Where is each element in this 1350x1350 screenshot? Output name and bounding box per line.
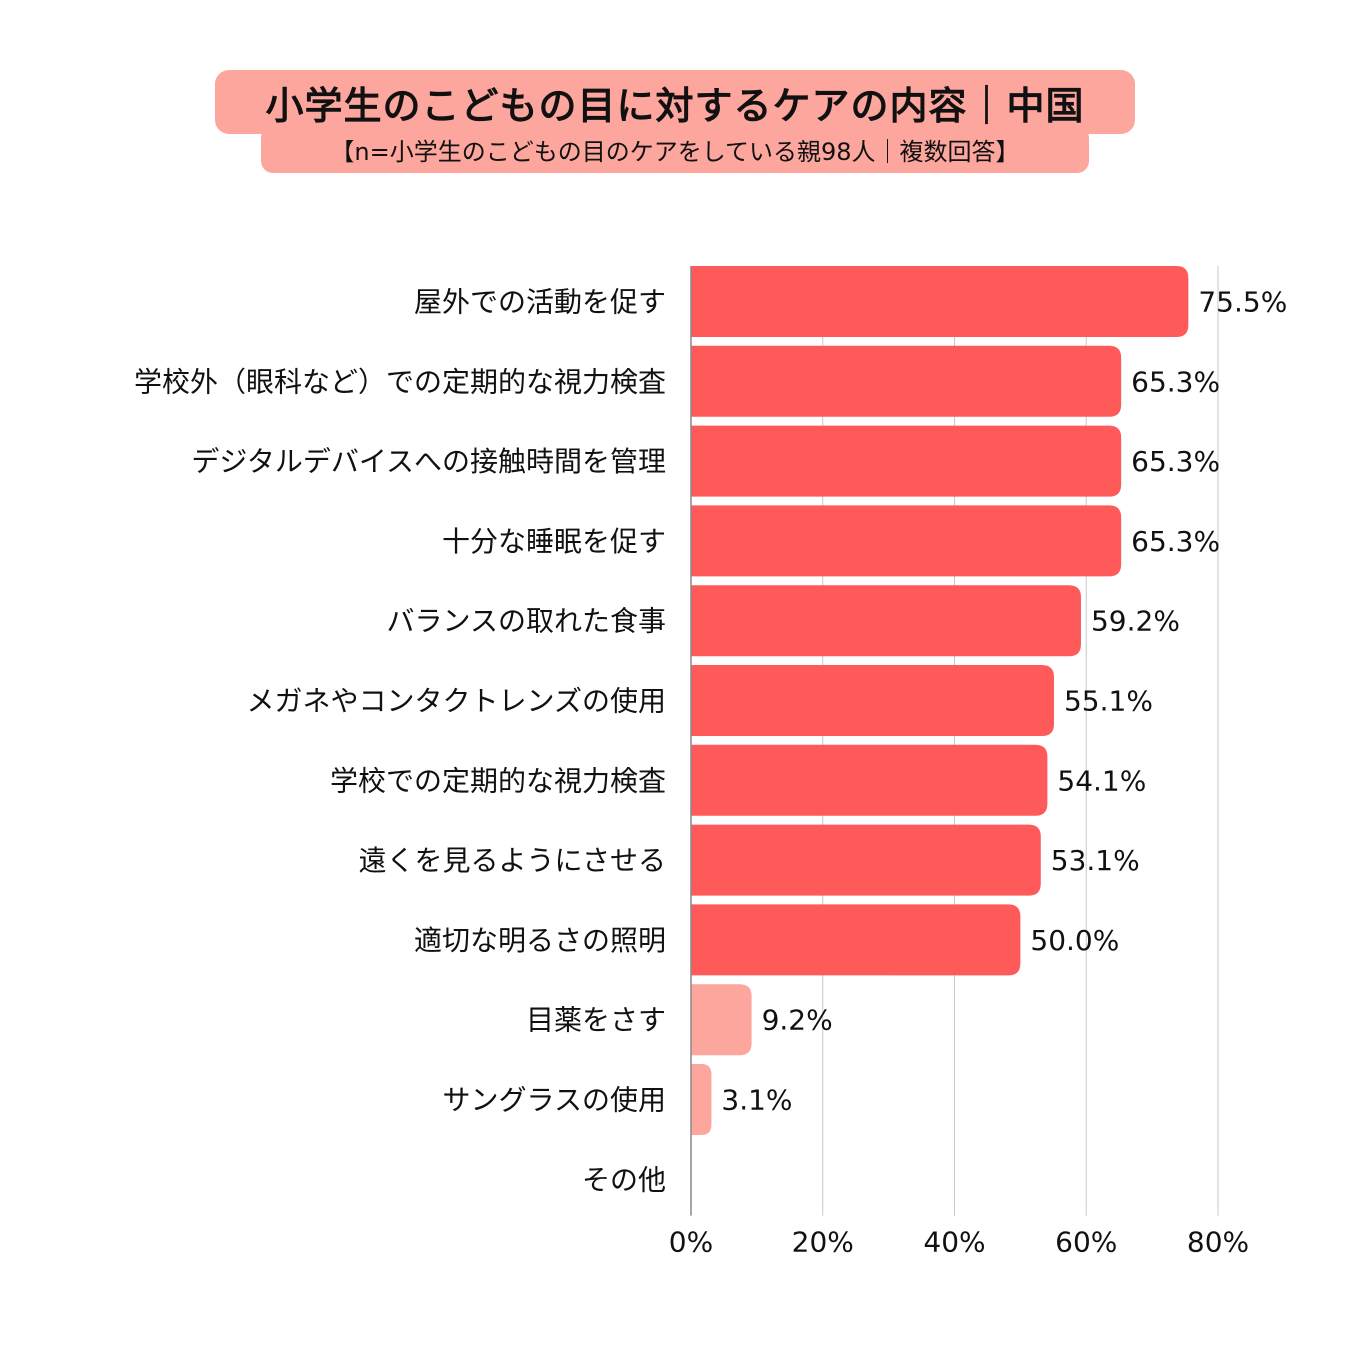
x-tick-label: 40% <box>923 1226 985 1259</box>
category-label: メガネやコンタクトレンズの使用 <box>247 685 666 718</box>
category-label: サングラスの使用 <box>443 1084 666 1117</box>
category-label: 学校での定期的な視力検査 <box>330 764 666 797</box>
value-label: 55.1% <box>1064 685 1153 718</box>
value-label: 3.1% <box>721 1084 792 1117</box>
x-tick-label: 20% <box>792 1226 854 1259</box>
category-label: バランスの取れた食事 <box>387 605 666 638</box>
chart-title: 小学生のこどもの目に対するケアの内容｜中国 <box>265 83 1085 128</box>
value-label: 53.1% <box>1051 844 1140 877</box>
x-tick-label: 0% <box>669 1226 713 1259</box>
category-label: 適切な明るさの照明 <box>414 924 666 957</box>
value-label: 59.2% <box>1091 605 1180 638</box>
value-label: 75.5% <box>1198 286 1287 319</box>
bar <box>691 984 752 1056</box>
value-label: 9.2% <box>762 1004 833 1037</box>
value-label: 54.1% <box>1057 764 1146 797</box>
bar <box>691 824 1041 896</box>
category-label: その他 <box>582 1163 666 1196</box>
bar <box>691 505 1122 577</box>
category-label: 学校外（眼科など）での定期的な視力検査 <box>134 365 666 398</box>
x-tick-label: 80% <box>1187 1226 1249 1259</box>
bar <box>691 266 1189 337</box>
subtitle-banner: 【n=小学生のこどもの目のケアをしている親98人｜複数回答】 <box>261 126 1089 173</box>
category-label: 十分な睡眠を促す <box>442 525 666 558</box>
bar <box>691 585 1081 657</box>
category-label: 遠くを見るようにさせる <box>359 844 666 877</box>
bar <box>691 345 1122 417</box>
bar <box>691 1064 712 1135</box>
category-label: 屋外での活動を促す <box>414 286 666 319</box>
value-label: 65.3% <box>1131 445 1220 478</box>
value-label: 65.3% <box>1131 365 1220 398</box>
bar <box>691 665 1054 736</box>
category-label: デジタルデバイスへの接触時間を管理 <box>191 445 666 478</box>
bar <box>691 904 1021 976</box>
category-label: 目薬をさす <box>526 1004 666 1037</box>
chart-subtitle: 【n=小学生のこどもの目のケアをしている親98人｜複数回答】 <box>330 138 1020 166</box>
bar <box>691 744 1048 816</box>
bar <box>691 425 1122 497</box>
title-banner: 小学生のこどもの目に対するケアの内容｜中国 <box>215 70 1135 134</box>
value-label: 65.3% <box>1131 525 1220 558</box>
value-label: 50.0% <box>1030 924 1119 957</box>
x-tick-label: 60% <box>1055 1226 1117 1259</box>
